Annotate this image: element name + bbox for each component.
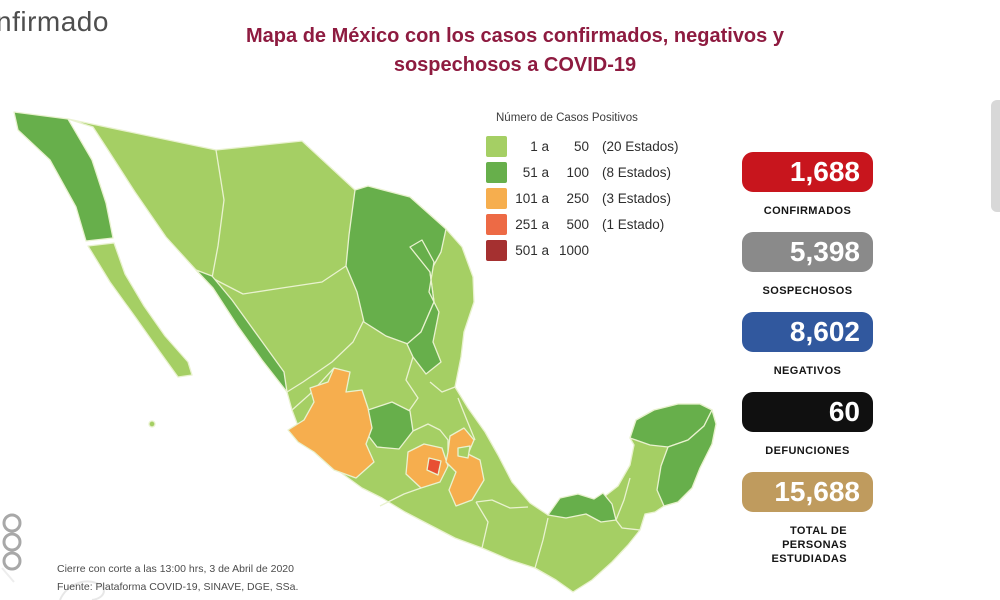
island-dot [148, 420, 156, 428]
total-estudiadas-label-line2: ESTUDIADAS [771, 553, 847, 565]
legend-range-from: 501 a [515, 242, 549, 258]
ring-dot [2, 551, 22, 571]
defunciones-value-box: 60 [742, 392, 873, 432]
legend-count: (3 Estados) [602, 190, 672, 206]
legend-range-to: 250 [566, 190, 589, 206]
legend-swatch-orange [486, 187, 507, 209]
ring-dots-decoration [2, 513, 22, 571]
negativos-value-box: 8,602 [742, 312, 873, 352]
negativos-label: NEGATIVOS [773, 365, 842, 377]
map-legend: Número de Casos Positivos 1 a 50 (20 Est… [486, 112, 679, 263]
squiggle-line [59, 580, 105, 600]
legend-range-to: 1000 [558, 242, 589, 258]
legend-range-to: 100 [566, 164, 589, 180]
legend-count: (20 Estados) [602, 138, 679, 154]
totals-panel: 1,688 CONFIRMADOS 5,398 SOSPECHOSOS 8,60… [742, 152, 873, 580]
page-title: Mapa de México con los casos confirmados… [190, 22, 840, 80]
total-estudiadas-value-box: 15,688 [742, 472, 873, 512]
page-title-line2: sospechosos a COVID-19 [393, 54, 637, 76]
legend-row: 1 a 50 (20 Estados) [486, 133, 679, 159]
legend-count: (1 Estado) [602, 216, 665, 232]
state-estado-de-mexico [405, 443, 449, 489]
legend-swatch-green-light [486, 135, 507, 157]
state-quintana-roo [656, 409, 717, 507]
state-jalisco [287, 367, 375, 479]
page-title-line1: Mapa de México con los casos confirmados… [246, 25, 784, 47]
defunciones-label: DEFUNCIONES [765, 445, 850, 457]
state-tabasco [547, 492, 617, 523]
watermark-squiggle [1, 567, 105, 600]
ring-dot [2, 513, 22, 533]
legend-swatch-salmon [486, 213, 507, 235]
legend-range-from: 251 a [515, 216, 549, 232]
confirmados-label: CONFIRMADOS [763, 205, 852, 217]
legend-row: 51 a 100 (8 Estados) [486, 159, 679, 185]
source-note: Fuente: Plataforma COVID-19, SINAVE, DGE… [57, 581, 299, 593]
corner-tick [1, 567, 15, 583]
legend-range-from: 101 a [515, 190, 549, 206]
total-estudiadas-label: TOTAL DE PERSONAS ESTUDIADAS [742, 524, 873, 566]
state-border-lines [211, 149, 641, 569]
sospechosos-value-box: 5,398 [742, 232, 873, 272]
legend-range-to: 50 [573, 138, 589, 154]
scrollbar-thumb[interactable] [991, 100, 1000, 212]
state-sinaloa [195, 269, 288, 393]
state-ciudad-de-mexico [426, 457, 442, 476]
confirmados-value-box: 1,688 [742, 152, 873, 192]
legend-swatch-green-dark [486, 161, 507, 183]
state-tlaxcala [457, 445, 471, 459]
total-estudiadas-label-line1: TOTAL DE PERSONAS [782, 525, 847, 551]
legend-range-to: 500 [566, 216, 589, 232]
legend-title: Número de Casos Positivos [496, 112, 638, 124]
state-puebla [445, 427, 485, 507]
footer-notes: Cierre con corte a las 13:00 hrs, 3 de A… [57, 560, 298, 596]
state-nuevo-leon [406, 239, 442, 375]
sospechosos-label: SOSPECHOSOS [762, 285, 853, 297]
legend-range-from: 51 a [522, 164, 549, 180]
legend-range-from: 1 a [530, 138, 549, 154]
legend-row: 501 a 1000 [486, 237, 679, 263]
legend-row: 251 a 500 (1 Estado) [486, 211, 679, 237]
ring-dot [2, 532, 22, 552]
cutoff-note: Cierre con corte a las 13:00 hrs, 3 de A… [57, 563, 294, 575]
partial-heading-text: nfirmado [0, 6, 109, 37]
legend-row: 101 a 250 (3 Estados) [486, 185, 679, 211]
legend-swatch-dark-red [486, 239, 507, 261]
state-baja-california [13, 111, 114, 242]
legend-count: (8 Estados) [602, 164, 672, 180]
state-baja-california-sur [87, 242, 193, 378]
